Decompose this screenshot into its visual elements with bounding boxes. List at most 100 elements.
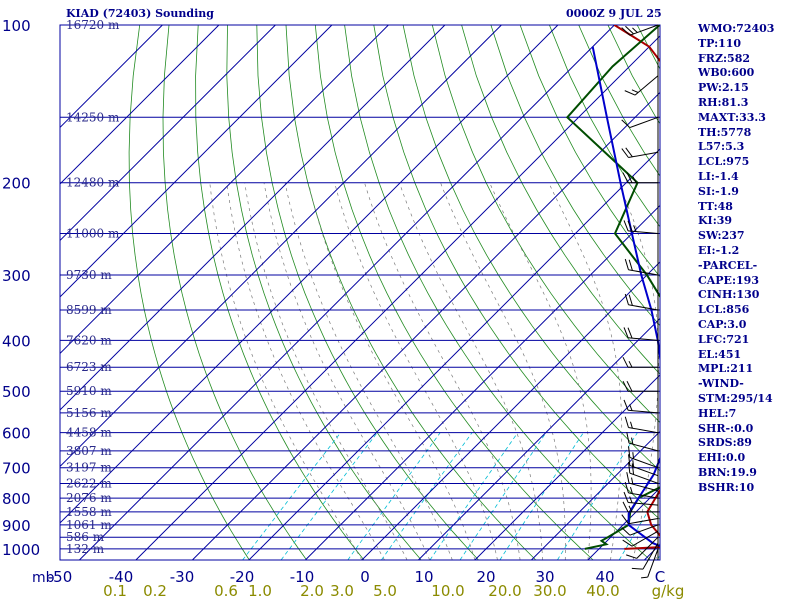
isotherm-line	[60, 25, 502, 468]
moist-adiabat	[244, 182, 408, 560]
moist-adiabat	[399, 182, 544, 560]
dry-adiabat	[314, 25, 594, 560]
stat-line: MAXT:33.3	[698, 110, 766, 124]
isotherm-lines	[60, 25, 660, 560]
wind-barb-flag	[626, 432, 630, 444]
wind-barb-flag	[623, 491, 629, 503]
wind-barb	[624, 482, 659, 499]
wind-barb-flag	[622, 356, 629, 368]
wind-barb	[626, 536, 659, 559]
stat-line: WB0:600	[698, 66, 755, 80]
pressure-tick-label: 500	[2, 383, 31, 401]
stats-panel: WMO:72403 TP:110 FRZ:582 WB0:600 PW:2.15 RH:8…	[698, 22, 798, 496]
wind-barbs	[621, 24, 659, 579]
isotherm-line	[60, 25, 276, 242]
dry-adiabat	[195, 25, 365, 560]
stat-line: LCL:856	[698, 303, 750, 317]
stat-line: CAPE:193	[698, 273, 759, 287]
pressure-tick-label: 800	[2, 490, 31, 508]
wind-barb-staff	[629, 24, 659, 36]
moist-adiabat	[548, 182, 623, 560]
wind-barb-flag	[631, 463, 635, 475]
wind-barb	[621, 24, 659, 36]
wind-barb-flag	[622, 172, 629, 183]
wind-barb-half	[632, 452, 635, 459]
height-label: 11000 m	[66, 226, 120, 240]
temperature-tick-label: 40	[595, 568, 614, 586]
moist-adiabat	[334, 182, 498, 560]
stat-line: L57:5.3	[698, 140, 745, 154]
stat-line: PW:2.15	[698, 81, 749, 95]
wind-barb-half	[633, 225, 637, 232]
pressure-tick-label: 600	[2, 425, 31, 443]
wind-barb-staff	[628, 304, 659, 311]
mixing-ratio-tick-label: 1.0	[248, 582, 272, 600]
wind-barb-staff	[628, 409, 659, 414]
height-label: 5910 m	[66, 384, 112, 398]
stat-line: TT:48	[698, 199, 733, 213]
height-label: 2076 m	[66, 491, 112, 505]
mixing-ratio-tick-label: 20.0	[488, 582, 521, 600]
mixing-ratio-tick-label: 0.1	[103, 582, 127, 600]
wind-barb-staff	[642, 542, 659, 570]
wind-barb	[622, 172, 658, 184]
mixing-ratio-tick-label: 2.0	[300, 582, 324, 600]
wind-barb-flag	[624, 90, 636, 96]
dry-adiabat	[344, 25, 651, 560]
temperature-tick-label: 0	[360, 568, 370, 586]
wind-barb	[621, 524, 659, 536]
wind-barb-staff	[628, 482, 659, 492]
stat-line: LI:-1.4	[698, 169, 739, 183]
wind-barb-staff	[636, 536, 659, 559]
stat-line: BRN:19.9	[698, 465, 757, 479]
isotherm-line	[474, 374, 660, 560]
mixing-ratio-line	[280, 432, 378, 560]
wind-barb	[623, 491, 659, 506]
wind-barb	[624, 293, 659, 311]
station-title: KIAD (72403) Sounding	[66, 7, 214, 20]
wind-barb-flag	[621, 527, 631, 536]
dry-adiabat	[128, 25, 250, 560]
wind-barb-flag	[623, 327, 629, 338]
wind-barb-flag	[623, 399, 629, 411]
wind-barb	[623, 327, 659, 341]
wind-barb	[621, 147, 659, 159]
wind-barb-flag	[626, 172, 633, 183]
height-label: 4458 m	[66, 426, 112, 440]
wind-barb-staff	[628, 518, 659, 525]
dry-adiabat	[256, 25, 479, 560]
wind-barb-flag	[621, 148, 629, 158]
wind-barb-staff	[628, 501, 659, 506]
mixing-ratio-tick-label: 3.0	[330, 582, 354, 600]
pressure-tick-label: 900	[2, 517, 31, 535]
stat-line: -WIND-	[698, 377, 744, 391]
height-label: 132 m	[66, 542, 105, 556]
wind-barb-staff	[629, 116, 659, 129]
stat-line: STM:295/14	[698, 391, 773, 405]
moist-adiabat	[655, 540, 660, 560]
height-label: 2622 m	[66, 476, 112, 490]
wind-barb	[626, 472, 659, 492]
wind-barb-staff	[628, 230, 659, 234]
pressure-tick-label: 300	[2, 267, 31, 285]
wind-barb-staff	[628, 269, 659, 276]
wind-barb-staff	[629, 472, 659, 484]
wind-barb-half	[630, 487, 633, 494]
isotherm-line	[192, 91, 660, 560]
height-label: 1061 m	[66, 518, 112, 532]
wind-barb-half	[628, 505, 633, 513]
dry-adiabat	[162, 25, 307, 560]
moist-adiabat	[308, 182, 476, 560]
isotherm-line	[531, 430, 660, 560]
temperature-tick-label: 10	[414, 568, 433, 586]
stat-line: CINH:130	[698, 288, 760, 302]
height-label: 16720 m	[66, 18, 120, 32]
temperature-profile	[613, 25, 660, 550]
stat-line: SI:-1.9	[698, 184, 739, 198]
isotherm-line	[305, 204, 660, 560]
dry-adiabat	[373, 25, 660, 520]
stat-line: TH:5778	[698, 125, 752, 139]
wind-barb-flag	[628, 446, 631, 458]
